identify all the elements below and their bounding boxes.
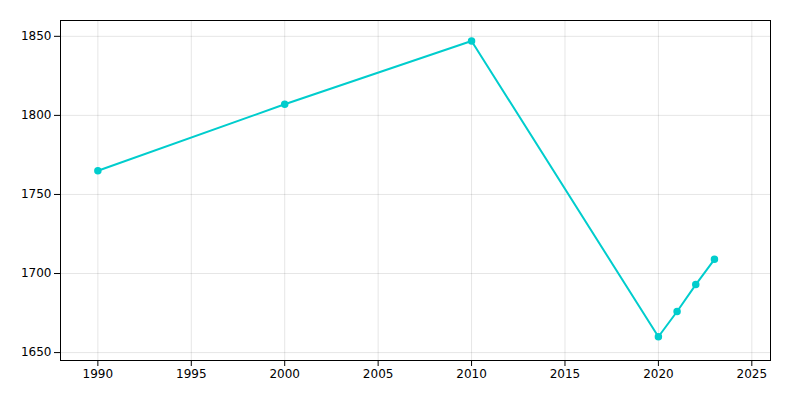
svg-text:1990: 1990	[83, 367, 114, 381]
svg-text:1850: 1850	[21, 29, 52, 43]
svg-text:2000: 2000	[269, 367, 300, 381]
svg-text:1700: 1700	[21, 266, 52, 280]
svg-text:2020: 2020	[643, 367, 674, 381]
svg-text:2015: 2015	[550, 367, 581, 381]
svg-text:1750: 1750	[21, 187, 52, 201]
svg-text:1650: 1650	[21, 345, 52, 359]
svg-text:2010: 2010	[456, 367, 487, 381]
svg-text:2025: 2025	[737, 367, 768, 381]
svg-text:2005: 2005	[363, 367, 394, 381]
svg-text:1995: 1995	[176, 367, 207, 381]
svg-text:1800: 1800	[21, 108, 52, 122]
